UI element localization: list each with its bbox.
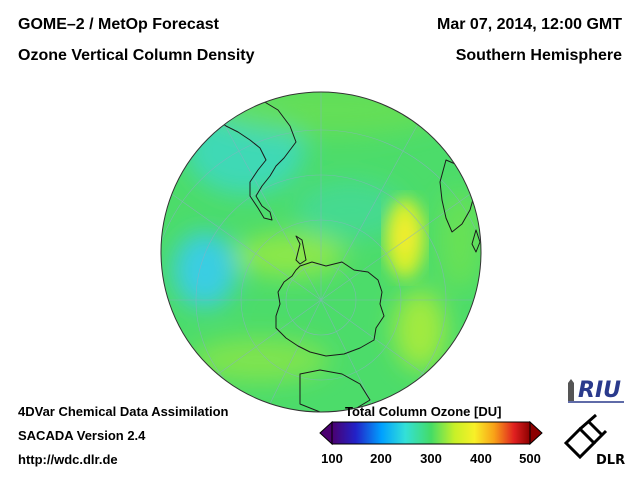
riu-logo-mark: [568, 379, 574, 401]
colorbar-arrow-left: [319, 420, 333, 446]
colorbar-tick-100: 100: [321, 451, 343, 466]
colorbar-tick-200: 200: [370, 451, 392, 466]
riu-logo: RIU: [568, 378, 624, 403]
graticule: [161, 92, 481, 412]
antarctic-peninsula-coast: [295, 235, 307, 265]
version-label: SACADA Version 2.4: [18, 428, 146, 443]
colorbar-tick-300: 300: [420, 451, 442, 466]
australia-coast: [299, 369, 371, 412]
dlr-logo: DLR: [563, 413, 625, 467]
ozone-band-indian: [394, 290, 446, 370]
map-title: GOME–2 / MetOp Forecast: [18, 16, 219, 33]
forecast-date: Mar 07, 2014, 12:00 GMT: [437, 16, 622, 33]
riu-logo-text: RIU: [578, 378, 621, 403]
dlr-logo-text: DLR: [596, 453, 625, 467]
ozone-band-antarctic: [235, 233, 345, 277]
globe-outline: [160, 91, 482, 413]
ozone-band-southwest: [190, 338, 330, 382]
ozone-band-east: [438, 190, 481, 290]
colorbar-arrow-right: [529, 420, 543, 446]
assimilation-label: 4DVar Chemical Data Assimilation: [18, 404, 229, 419]
antarctica-coast: [275, 261, 385, 357]
map-subtitle: Ozone Vertical Column Density: [18, 47, 255, 64]
ozone-mid-patch: [295, 180, 405, 240]
website-link[interactable]: http://wdc.dlr.de: [18, 452, 118, 467]
south-america-coast: [213, 97, 297, 221]
colorbar-tick-500: 500: [519, 451, 541, 466]
colorbar-gradient: [331, 421, 531, 445]
colorbar: [319, 420, 543, 446]
madagascar-coast: [471, 229, 481, 253]
colorbar-title: Total Column Ozone [DU]: [345, 404, 502, 419]
ozone-high-patch-core: [396, 218, 414, 254]
ozone-low-patch-pacific: [173, 232, 237, 308]
dlr-logo-mark: [563, 413, 608, 460]
hemisphere-label: Southern Hemisphere: [455, 47, 622, 64]
colorbar-tick-400: 400: [470, 451, 492, 466]
